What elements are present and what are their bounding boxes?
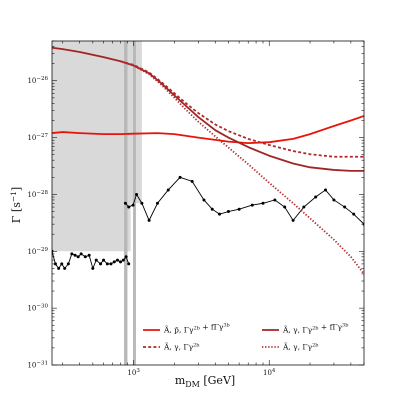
black-limit-point <box>87 253 91 257</box>
y-tick-label: 10−28 <box>27 190 48 199</box>
series-line-dashed-darkred <box>120 60 364 158</box>
black-limit-point <box>73 253 77 257</box>
black-limit-point <box>121 258 125 262</box>
black-limit-point <box>140 201 144 205</box>
black-limit-point <box>190 179 194 183</box>
black-limit-point <box>102 258 106 262</box>
x-tick-label: 103 <box>127 368 140 377</box>
black-limit-point <box>261 201 265 205</box>
x-tick-label: 104 <box>263 368 276 377</box>
plot-area <box>52 41 364 365</box>
series-line-solid-darkred <box>52 46 364 172</box>
black-limit-point <box>291 218 295 222</box>
black-limit-point <box>226 210 230 214</box>
black-limit-point <box>202 198 206 202</box>
black-limit-point <box>178 175 182 179</box>
black-limit-point <box>83 255 87 259</box>
black-limit-point <box>127 262 131 266</box>
black-limit-point <box>273 198 277 202</box>
black-limit-point <box>63 266 67 270</box>
series-line-dotted-darkred <box>120 60 364 275</box>
black-limit-point <box>352 212 356 216</box>
black-limit-point <box>283 205 287 209</box>
black-limit-point <box>112 260 116 264</box>
vertical-band-2 <box>133 41 136 365</box>
black-limit-point <box>66 262 70 266</box>
black-limit-point <box>147 218 151 222</box>
black-limit-point <box>124 255 128 259</box>
black-limit-point <box>210 207 214 211</box>
black-limit-point <box>156 201 160 205</box>
y-tick-label: 10−29 <box>27 247 48 256</box>
black-limit-point <box>302 205 306 209</box>
black-limit-point <box>123 201 127 205</box>
black-limit-point <box>237 207 241 211</box>
y-axis-label: Γ [s−1] <box>9 187 23 223</box>
black-limit-point <box>131 203 135 207</box>
black-limit-point <box>60 262 64 266</box>
black-limit-point <box>76 255 80 259</box>
legend-label-2: Ã, γ, Γγ2b + fΓγ3b <box>282 323 348 335</box>
black-limit-point <box>218 212 222 216</box>
y-tick-label: 10−26 <box>27 76 48 85</box>
black-limit-point <box>314 195 318 199</box>
legend-label-4: Ã, γ, Γγ2b <box>282 343 319 352</box>
black-limit-point <box>105 262 109 266</box>
black-limit-point <box>118 260 122 264</box>
black-limit-point <box>91 266 95 270</box>
black-limit-point <box>323 188 327 192</box>
black-limit-point <box>332 198 336 202</box>
black-limit-point <box>250 203 254 207</box>
y-tick-label: 10−27 <box>27 133 48 142</box>
y-tick-label: 10−30 <box>27 304 48 313</box>
black-limit-point <box>115 258 119 262</box>
black-limit-line-2 <box>125 176 364 225</box>
black-limit-point <box>99 262 103 266</box>
x-axis-label: mDM [GeV] <box>175 374 235 389</box>
black-limit-point <box>343 205 347 209</box>
black-limit-point <box>135 192 139 196</box>
black-limit-point <box>57 266 61 270</box>
black-limit-point <box>127 205 131 209</box>
black-limit-point <box>94 258 98 262</box>
black-limit-point <box>109 262 113 266</box>
black-limit-point <box>79 252 83 256</box>
legend-label-3: Ã, γ, Γγ2b <box>163 343 200 352</box>
excluded-region <box>52 41 142 252</box>
black-limit-point <box>166 188 170 192</box>
black-limit-point <box>70 252 74 256</box>
y-tick-label: 10−31 <box>27 361 48 370</box>
legend-label-1: Ã, p̄, Γγ2b + fΓγ3b <box>163 323 230 335</box>
series-line-solid-red <box>52 115 364 145</box>
black-limit-point <box>53 262 57 266</box>
